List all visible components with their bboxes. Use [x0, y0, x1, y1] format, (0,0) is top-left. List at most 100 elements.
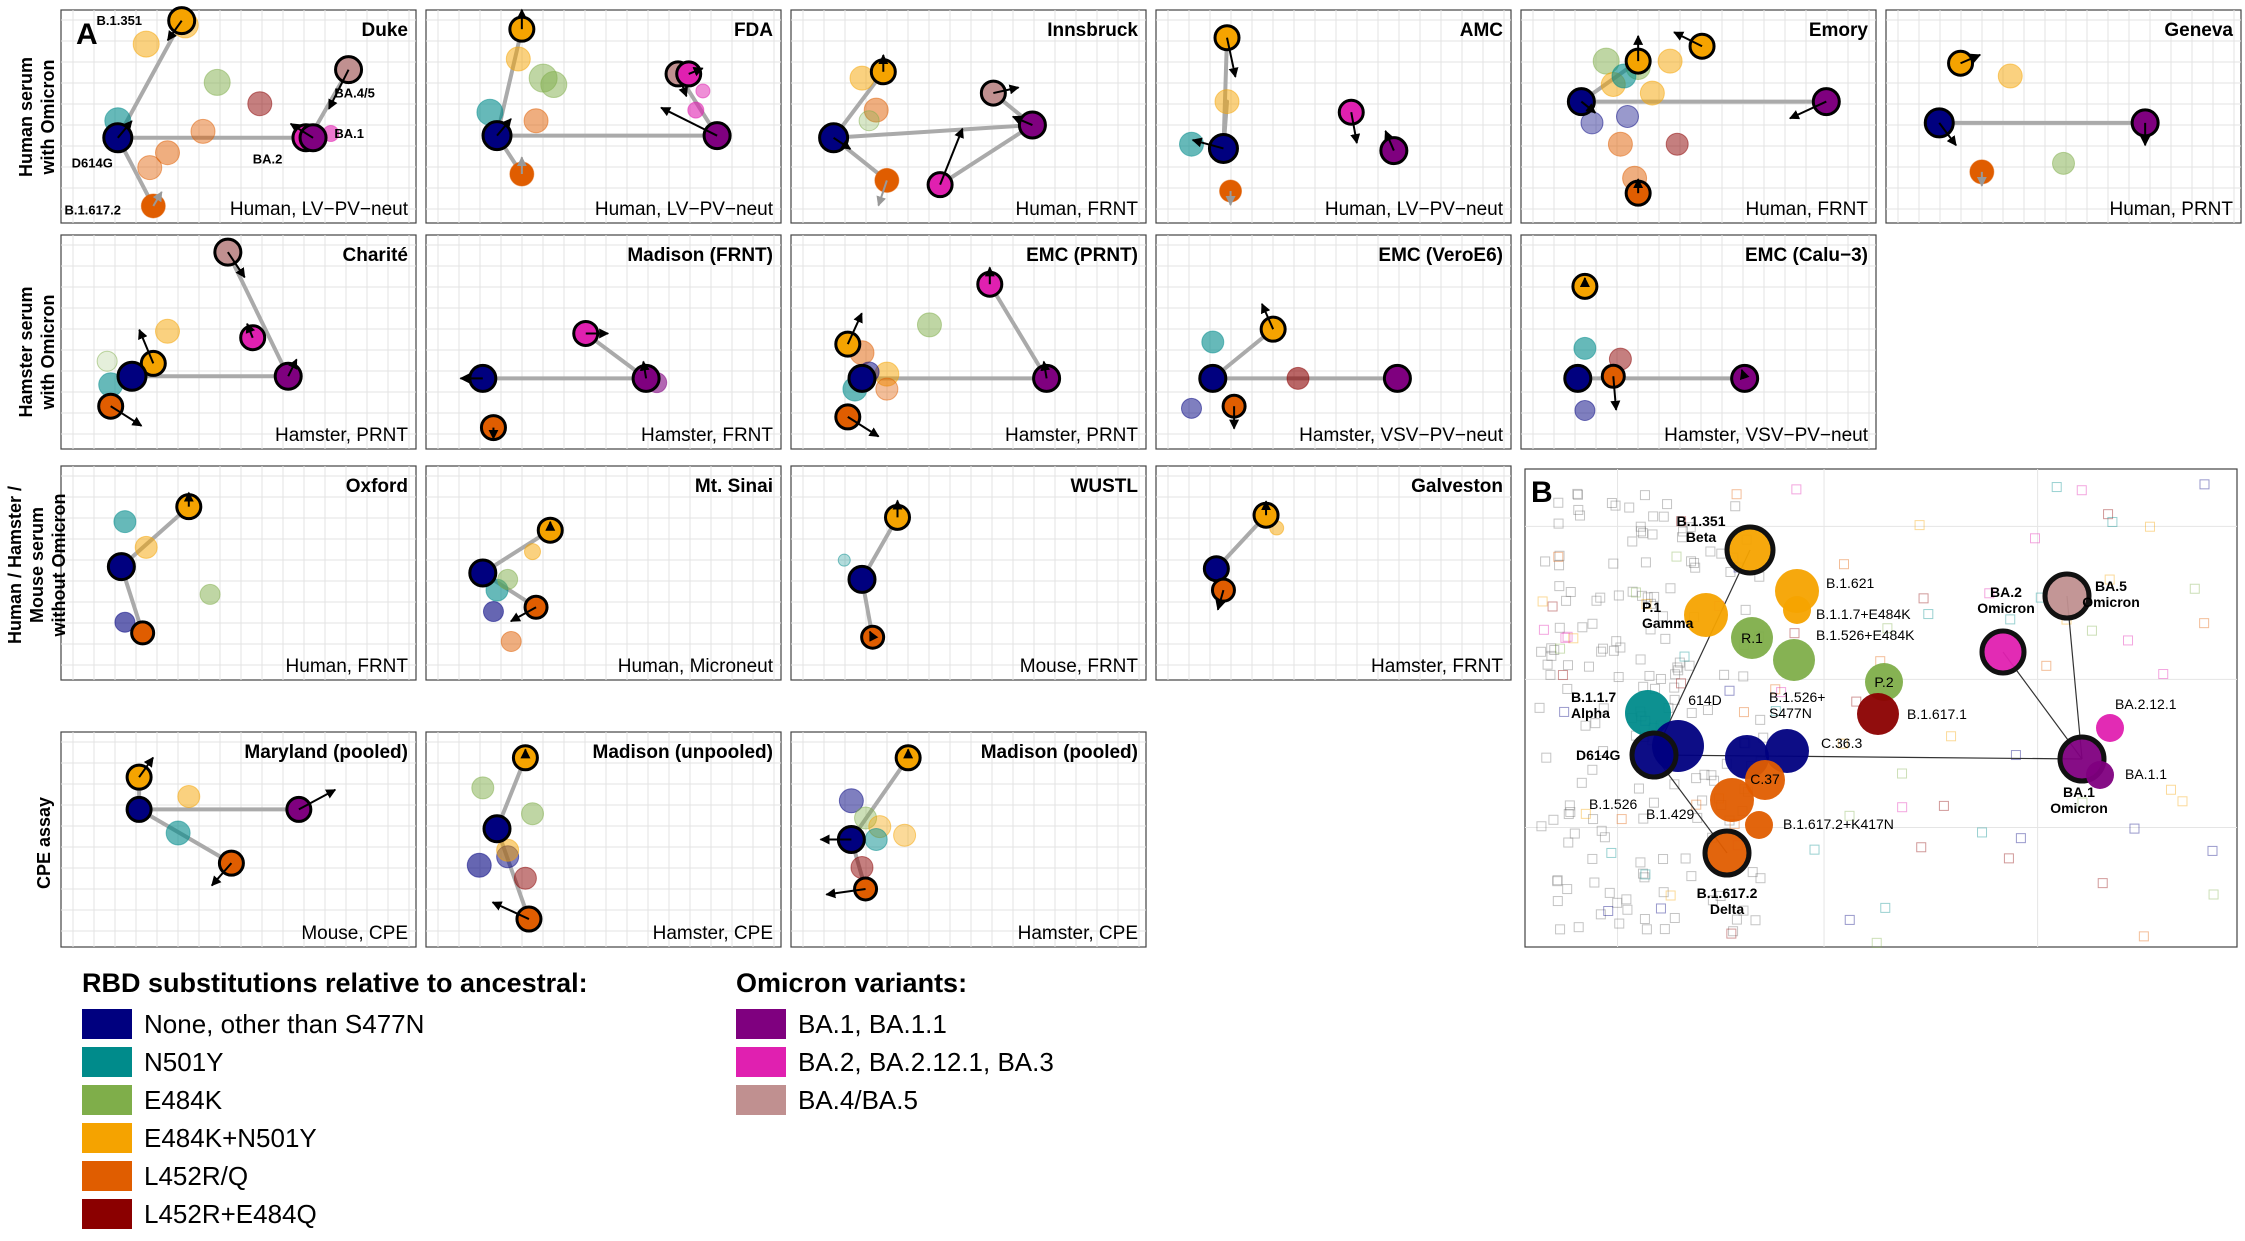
serum-square	[1657, 611, 1668, 622]
antigen-label: B.1.526+E484K	[1816, 627, 1915, 643]
shift-arrow	[868, 630, 879, 642]
antigen-point	[1639, 80, 1665, 106]
serum-square	[1686, 871, 1697, 882]
antigen-point	[1979, 628, 2027, 676]
serum-square	[2107, 516, 2118, 527]
antigen-point	[524, 543, 541, 561]
serum-square	[1635, 857, 1646, 868]
serum-square	[1614, 918, 1625, 929]
serum-square	[1576, 777, 1587, 788]
serum-square	[1577, 622, 1588, 633]
serum-square	[2199, 618, 2210, 629]
serum-square	[1552, 896, 1563, 907]
antigen-point	[1592, 47, 1620, 75]
antigen-label: P.2	[1874, 674, 1893, 690]
map-connector	[2066, 595, 2083, 760]
antigen-point	[875, 377, 899, 401]
antigen-point	[1625, 690, 1671, 736]
antigen-point	[863, 97, 889, 123]
antigen-point	[199, 583, 221, 605]
antigen-point	[1773, 639, 1815, 681]
panel-title: Madison (FRNT)	[627, 245, 773, 266]
antigen-label: B.1.351 Beta	[1676, 513, 1725, 545]
shift-arrow	[1226, 37, 1239, 78]
serum-square	[1624, 502, 1635, 513]
serum-square	[1918, 593, 1929, 604]
serum-square	[1809, 844, 1820, 855]
serum-square	[1644, 670, 1655, 681]
serum-square	[1613, 672, 1624, 683]
shift-arrow	[639, 360, 650, 379]
serum-square	[2138, 931, 2149, 942]
antigen-point	[1783, 596, 1811, 624]
antigen-point	[1710, 778, 1754, 822]
antigen-point	[130, 620, 156, 646]
panel-title: FDA	[734, 20, 773, 41]
serum-square	[1572, 488, 1583, 499]
shift-arrow	[496, 118, 512, 137]
antigen-point	[2042, 571, 2092, 621]
serum-square	[1596, 825, 1607, 836]
legend-label: E484K	[144, 1084, 223, 1115]
serum-square	[1645, 624, 1656, 635]
serum-square	[1672, 662, 1683, 673]
serum-square	[1977, 827, 1988, 838]
serum-square	[1669, 682, 1680, 693]
legend-swatch	[82, 1085, 132, 1115]
serum-square	[1642, 592, 1653, 603]
panel-oxford: Oxford Human, FRNT	[60, 465, 417, 681]
legend-swatch	[82, 1199, 132, 1229]
shift-arrow	[833, 136, 852, 150]
panel-title: AMC	[1460, 20, 1504, 41]
antigen-point	[1745, 811, 1773, 839]
panel-letter-b: B	[1531, 476, 1553, 509]
serum-square	[1537, 596, 1548, 607]
antigen-point	[1865, 663, 1903, 701]
serum-square	[1583, 661, 1594, 672]
antigen-point	[1629, 730, 1679, 780]
serum-square	[1559, 706, 1570, 717]
serum-square	[1719, 669, 1730, 680]
serum-square	[1562, 884, 1573, 895]
serum-square	[1880, 902, 1891, 913]
point-label: B.1.351	[97, 13, 143, 28]
shift-arrow	[1610, 376, 1621, 411]
serum-square	[1984, 588, 1995, 599]
shift-arrow	[138, 328, 155, 364]
antigen-point	[854, 806, 878, 830]
antigen-point	[247, 91, 273, 117]
serum-square	[1916, 842, 1927, 853]
serum-square	[1684, 660, 1695, 671]
antigen-label: D614G	[1576, 747, 1620, 763]
serum-square	[1938, 800, 1949, 811]
panel-subtitle: Human, FRNT	[1016, 199, 1139, 220]
antigen-point	[132, 30, 160, 58]
serum-square	[1755, 714, 1766, 725]
legend-swatch	[82, 1047, 132, 1077]
serum-square	[1851, 696, 1862, 707]
antigen-point	[1657, 48, 1683, 74]
antigen-label: B.1.617.2 Delta	[1697, 885, 1758, 917]
serum-square	[1612, 897, 1623, 908]
serum-square	[1738, 905, 1749, 916]
serum-square	[1738, 707, 1749, 718]
panel-wustl: WUSTL Mouse, FRNT	[790, 465, 1147, 681]
antigen-point	[1574, 399, 1596, 421]
legend-omicron-title: Omicron variants:	[736, 968, 968, 998]
panel-b: B B.1.351 Beta P.1 Gamma B.1.621 B.1.1.7+E484K…	[1524, 468, 2238, 948]
antigen-label: 614D	[1688, 692, 1721, 708]
shift-arrow	[1350, 112, 1361, 145]
shift-arrow	[1191, 137, 1224, 150]
serum-square	[1598, 746, 1609, 757]
serum-square	[1677, 532, 1688, 543]
serum-square	[1686, 556, 1697, 567]
legend-omicron-item: BA.1, BA.1.1	[736, 1005, 1054, 1043]
panel-geneva: Geneva Human, PRNT	[1885, 9, 2242, 224]
serum-square	[1731, 489, 1742, 500]
serum-square	[1616, 814, 1627, 825]
serum-square	[1641, 924, 1652, 935]
serum-square	[1587, 618, 1598, 629]
serum-square	[1897, 802, 1908, 813]
serum-square	[2029, 533, 2040, 544]
